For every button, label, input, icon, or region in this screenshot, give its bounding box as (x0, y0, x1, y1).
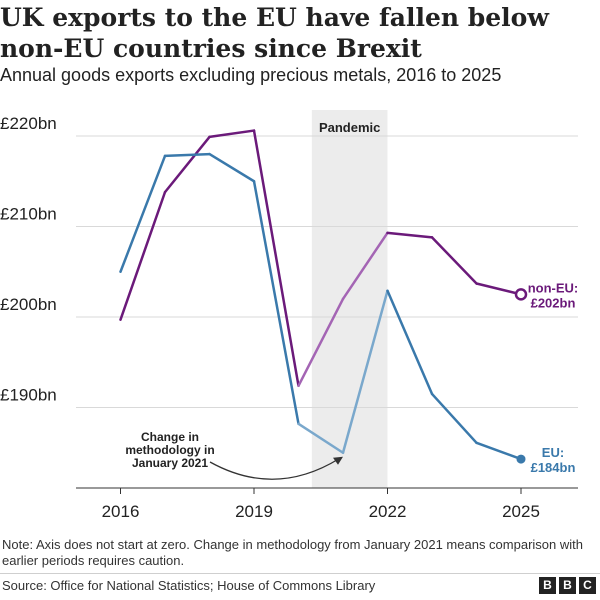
end-label-eu: EU: (542, 445, 564, 460)
y-tick-label: £200bn (0, 295, 57, 314)
chart-note: Note: Axis does not start at zero. Chang… (2, 537, 583, 568)
series-line-segment (430, 236, 478, 285)
series-line-segment (341, 289, 389, 454)
end-label-non-eu: £202bn (531, 295, 576, 310)
end-label-non-eu: non-EU: (528, 280, 579, 295)
methodology-arrow (209, 458, 340, 480)
footer-divider (0, 573, 600, 574)
x-tick-label: 2025 (502, 502, 540, 521)
methodology-arrowhead (333, 456, 343, 465)
end-labels: non-EU:£202bn EU:£184bn (528, 280, 579, 475)
logo-letter: C (579, 577, 596, 594)
series-lines (119, 129, 528, 464)
series-line-segment (297, 297, 345, 388)
series-line-segment (119, 154, 167, 273)
y-tick-label: £210bn (0, 205, 57, 224)
series-line-segment (341, 231, 389, 301)
bbc-logo: B B C (539, 577, 596, 594)
methodology-label: Change in (141, 430, 199, 444)
series-line-segment (208, 129, 256, 139)
series-line-segment (386, 289, 434, 396)
series-line-segment (386, 231, 434, 239)
series-line-segment (119, 190, 167, 321)
pandemic-label: Pandemic (319, 120, 380, 135)
x-tick-label: 2019 (235, 502, 273, 521)
logo-letter: B (539, 577, 556, 594)
methodology-label: methodology in (125, 443, 214, 457)
source-text: Source: Office for National Statistics; … (2, 578, 376, 593)
x-axis: 2016 2019 2022 2025 (76, 487, 578, 521)
series-line-segment (430, 392, 478, 445)
x-tick-label: 2022 (369, 502, 407, 521)
y-tick-label: £220bn (0, 114, 57, 133)
series-line-segment (208, 152, 256, 183)
series-line-segment (297, 422, 345, 454)
series-line-segment (475, 441, 523, 461)
logo-letter: B (559, 577, 576, 594)
series-line-segment (252, 129, 300, 388)
x-tick-label: 2016 (102, 502, 140, 521)
series-line-segment (475, 282, 523, 296)
series-line-segment (163, 135, 211, 194)
y-tick-label: £190bn (0, 386, 57, 405)
y-axis-labels: £190bn £200bn £210bn £220bn (0, 114, 57, 405)
gridlines (76, 135, 578, 408)
end-point-marker (516, 454, 526, 464)
series-line-segment (163, 152, 211, 158)
end-label-eu: £184bn (531, 460, 576, 475)
chart-title: UK exports to the EU have fallen below n… (0, 3, 549, 63)
series-line-segment (252, 180, 300, 426)
chart-subtitle: Annual goods exports excluding precious … (0, 65, 502, 85)
end-point-marker (514, 288, 528, 301)
methodology-label: January 2021 (132, 456, 208, 470)
